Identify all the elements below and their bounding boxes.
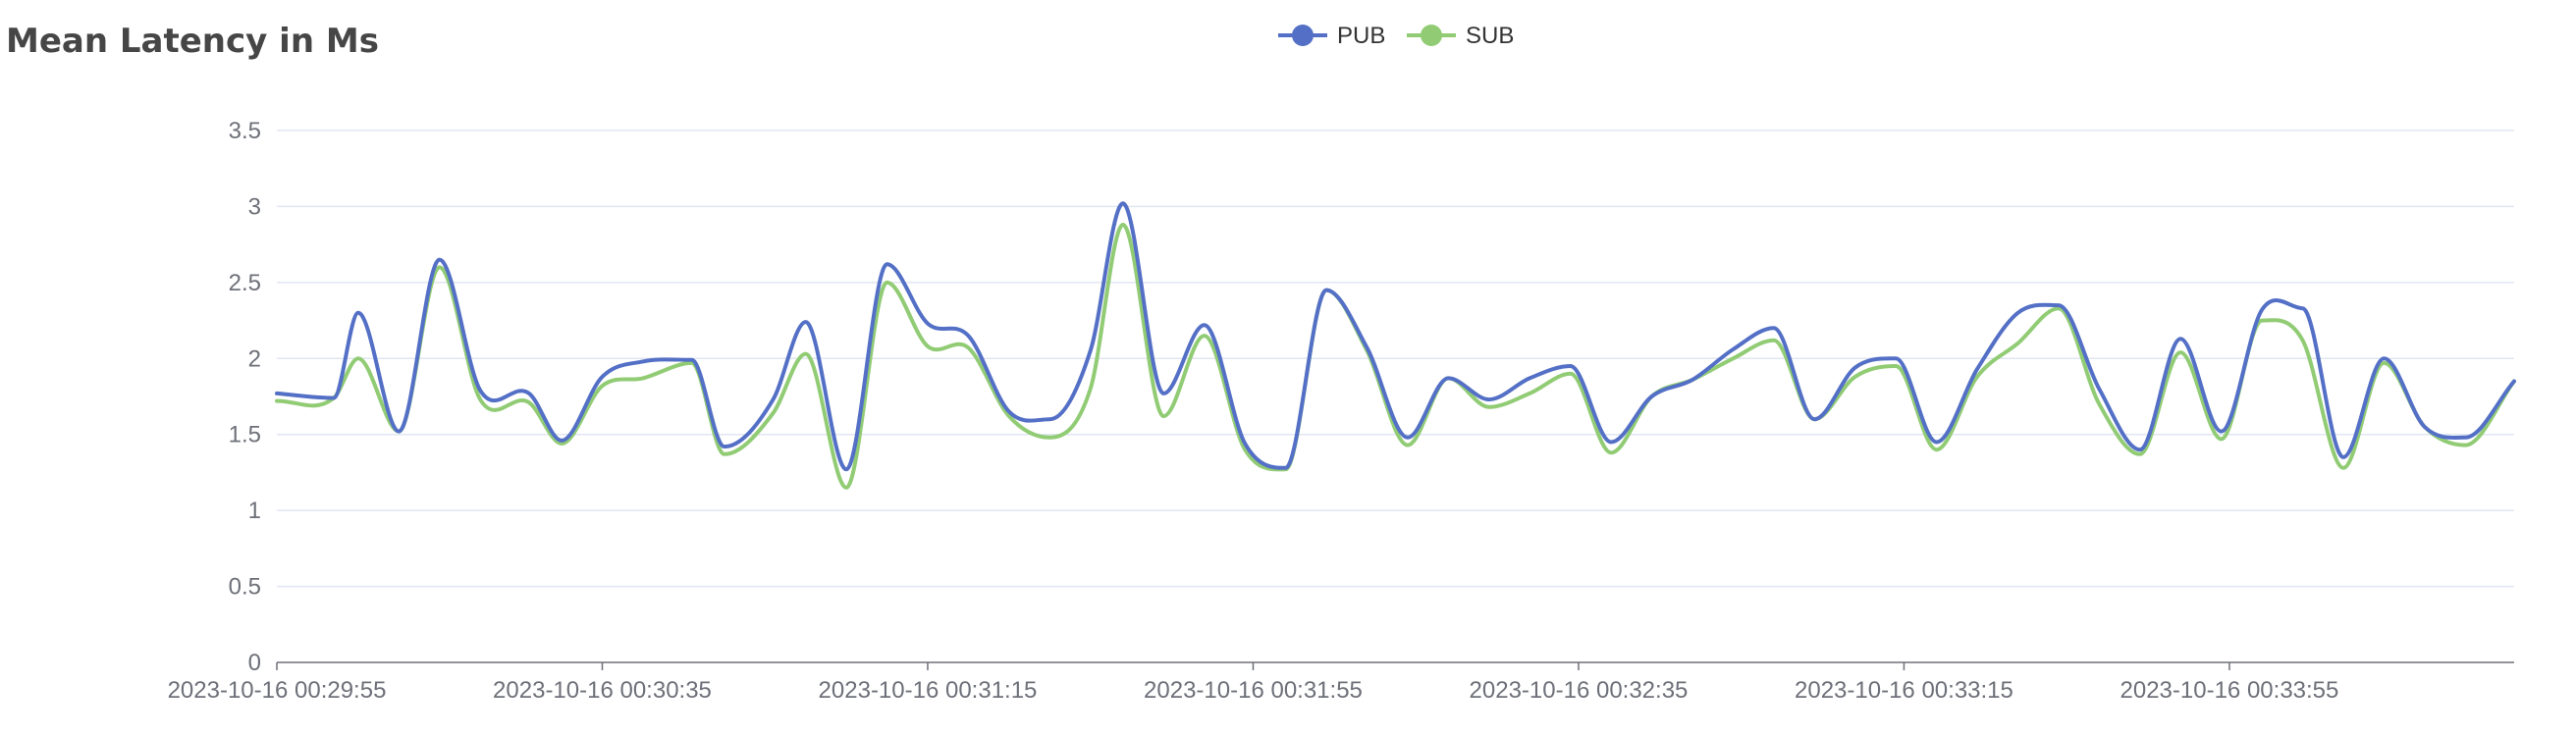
legend-item-pub[interactable]: PUB xyxy=(1278,23,1385,49)
x-tick-label: 2023-10-16 00:33:55 xyxy=(2120,677,2339,704)
chart-legend[interactable]: PUB SUB xyxy=(1278,23,1514,49)
legend-circle-icon xyxy=(1421,25,1442,46)
y-axis-tick-labels: 0 0.5 1 1.5 2 2.5 3 3.5 xyxy=(229,118,261,676)
series-line-sub[interactable] xyxy=(275,223,2516,490)
x-tick-label: 2023-10-16 00:31:55 xyxy=(1144,677,1363,704)
y-tick-label: 0.5 xyxy=(229,574,261,601)
x-tick-label: 2023-10-16 00:32:35 xyxy=(1470,677,1689,704)
y-tick-label: 3.5 xyxy=(229,118,261,144)
x-tick-label: 2023-10-16 00:30:35 xyxy=(493,677,712,704)
y-tick-label: 1 xyxy=(248,498,261,524)
legend-label: PUB xyxy=(1337,23,1385,49)
y-tick-label: 2.5 xyxy=(229,270,261,296)
chart-title: Mean Latency in Ms xyxy=(6,22,379,61)
legend-item-sub[interactable]: SUB xyxy=(1407,23,1514,49)
legend-circle-icon xyxy=(1292,25,1314,46)
y-gridlines xyxy=(277,130,2514,588)
series-line-pub[interactable] xyxy=(275,201,2516,472)
y-tick-label: 0 xyxy=(248,650,261,676)
x-tick-label: 2023-10-16 00:31:15 xyxy=(819,677,1038,704)
y-tick-label: 1.5 xyxy=(229,422,261,448)
y-tick-label: 2 xyxy=(248,345,261,372)
x-tick-label: 2023-10-16 00:29:55 xyxy=(168,677,387,704)
series-lines xyxy=(275,201,2516,490)
legend-label: SUB xyxy=(1466,23,1514,49)
y-tick-label: 3 xyxy=(248,193,261,220)
x-axis: 2023-10-16 00:29:55 2023-10-16 00:30:35 20… xyxy=(168,661,2514,704)
x-tick-label: 2023-10-16 00:33:15 xyxy=(1795,677,2013,704)
